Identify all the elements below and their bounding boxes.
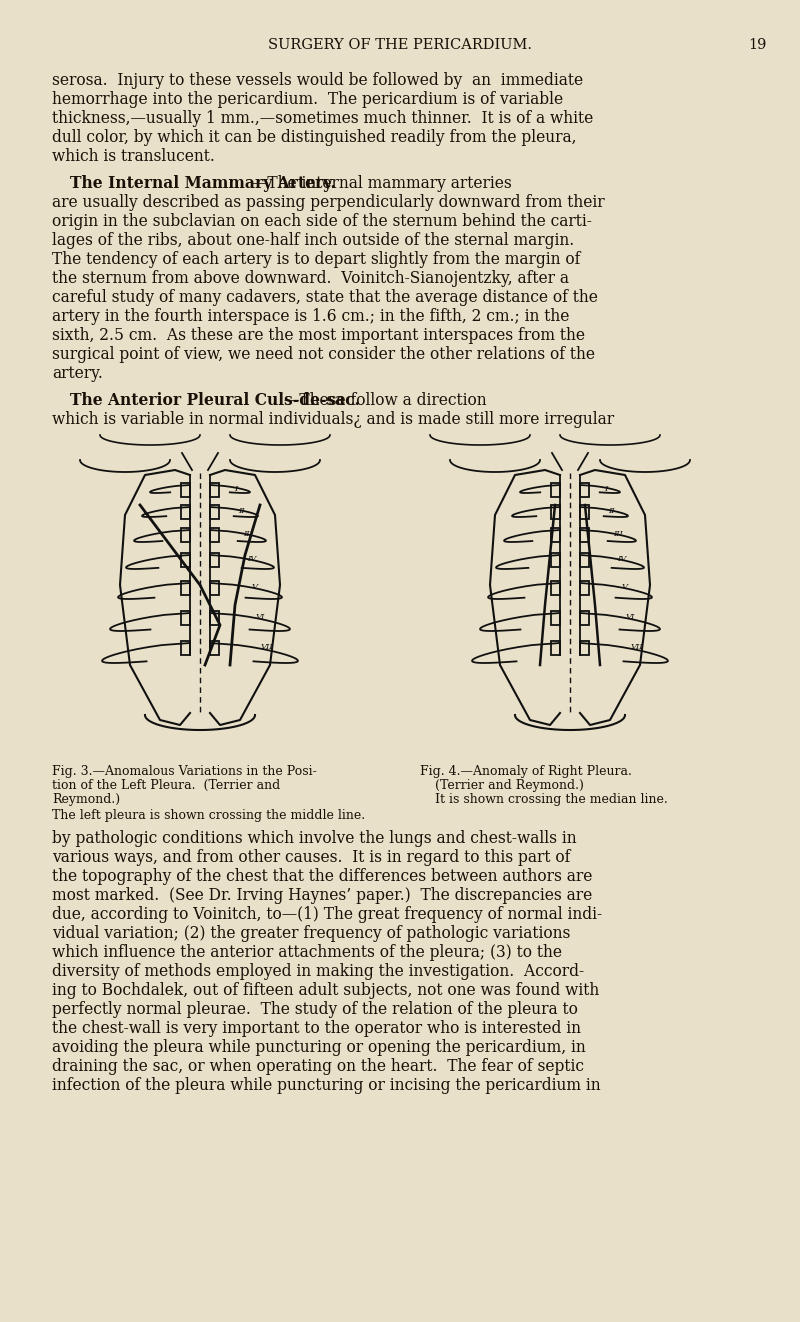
Text: SURGERY OF THE PERICARDIUM.: SURGERY OF THE PERICARDIUM.	[268, 38, 532, 52]
Text: Reymond.): Reymond.)	[52, 793, 120, 806]
Text: VI: VI	[256, 613, 266, 621]
Text: II: II	[238, 508, 245, 516]
Bar	[181, 611, 190, 625]
Bar	[181, 505, 190, 520]
Bar	[551, 641, 560, 654]
Bar	[551, 505, 560, 520]
Text: The left pleura is shown crossing the middle line.: The left pleura is shown crossing the mi…	[52, 809, 365, 822]
Text: careful study of many cadavers, state that the average distance of the: careful study of many cadavers, state th…	[52, 290, 598, 305]
Bar	[181, 553, 190, 567]
Text: diversity of methods employed in making the investigation.  Accord-: diversity of methods employed in making …	[52, 962, 584, 980]
Text: III: III	[243, 530, 253, 538]
Text: I: I	[234, 485, 238, 493]
Text: vidual variation; (2) the greater frequency of pathologic variations: vidual variation; (2) the greater freque…	[52, 925, 570, 943]
Bar	[551, 580, 560, 595]
Text: The Internal Mammary Artery.: The Internal Mammary Artery.	[70, 175, 336, 192]
Bar	[580, 641, 589, 654]
Bar	[210, 580, 219, 595]
Text: II: II	[608, 508, 615, 516]
Text: thickness,—usually 1 mm.,—sometimes much thinner.  It is of a white: thickness,—usually 1 mm.,—sometimes much…	[52, 110, 594, 127]
Bar	[181, 580, 190, 595]
Text: infection of the pleura while puncturing or incising the pericardium in: infection of the pleura while puncturing…	[52, 1077, 601, 1095]
Bar	[210, 505, 219, 520]
Text: serosa.  Injury to these vessels would be followed by  an  immediate: serosa. Injury to these vessels would be…	[52, 71, 583, 89]
Text: the sternum from above downward.  Voinitch-Sianojentzky, after a: the sternum from above downward. Voinitc…	[52, 270, 569, 287]
Text: most marked.  (See Dr. Irving Haynes’ paper.)  The discrepancies are: most marked. (See Dr. Irving Haynes’ pap…	[52, 887, 592, 904]
Bar	[580, 580, 589, 595]
Text: by pathologic conditions which involve the lungs and chest-walls in: by pathologic conditions which involve t…	[52, 830, 577, 847]
Bar	[181, 641, 190, 654]
Bar	[580, 505, 589, 520]
Bar	[580, 553, 589, 567]
Text: various ways, and from other causes.  It is in regard to this part of: various ways, and from other causes. It …	[52, 849, 570, 866]
Text: It is shown crossing the median line.: It is shown crossing the median line.	[435, 793, 668, 806]
Text: VII: VII	[630, 642, 643, 650]
Bar	[551, 483, 560, 497]
Bar	[181, 483, 190, 497]
Text: IV: IV	[618, 555, 626, 563]
Text: due, according to Voinitch, to—(1) The great frequency of normal indi-: due, according to Voinitch, to—(1) The g…	[52, 906, 602, 923]
Text: III: III	[613, 530, 622, 538]
Bar	[551, 527, 560, 542]
Text: the topography of the chest that the differences between authors are: the topography of the chest that the dif…	[52, 869, 592, 884]
Text: The tendency of each artery is to depart slightly from the margin of: The tendency of each artery is to depart…	[52, 251, 580, 268]
Bar	[580, 611, 589, 625]
Bar	[551, 553, 560, 567]
Text: The Anterior Pleural Culs-de-sac.: The Anterior Pleural Culs-de-sac.	[70, 393, 360, 408]
Bar	[181, 527, 190, 542]
Text: avoiding the pleura while puncturing or opening the pericardium, in: avoiding the pleura while puncturing or …	[52, 1039, 586, 1056]
Text: —The internal mammary arteries: —The internal mammary arteries	[252, 175, 512, 192]
Text: surgical point of view, we need not consider the other relations of the: surgical point of view, we need not cons…	[52, 346, 595, 364]
Text: VI: VI	[626, 613, 635, 621]
Bar	[210, 611, 219, 625]
Text: I: I	[604, 485, 607, 493]
Text: —These follow a direction: —These follow a direction	[285, 393, 487, 408]
Text: which is variable in normal individuals¿ and is made still more irregular: which is variable in normal individuals¿…	[52, 411, 614, 428]
Bar	[580, 527, 589, 542]
Text: the chest-wall is very important to the operator who is interested in: the chest-wall is very important to the …	[52, 1021, 581, 1036]
Bar	[551, 611, 560, 625]
Text: which influence the anterior attachments of the pleura; (3) to the: which influence the anterior attachments…	[52, 944, 562, 961]
Text: sixth, 2.5 cm.  As these are the most important interspaces from the: sixth, 2.5 cm. As these are the most imp…	[52, 327, 585, 344]
Bar	[210, 483, 219, 497]
Text: 19: 19	[748, 38, 766, 52]
Bar	[210, 641, 219, 654]
Text: hemorrhage into the pericardium.  The pericardium is of variable: hemorrhage into the pericardium. The per…	[52, 91, 563, 108]
Text: lages of the ribs, about one-half inch outside of the sternal margin.: lages of the ribs, about one-half inch o…	[52, 231, 574, 249]
Bar	[210, 527, 219, 542]
Text: (Terrier and Reymond.): (Terrier and Reymond.)	[435, 779, 584, 792]
Text: ing to Bochdalek, out of fifteen adult subjects, not one was found with: ing to Bochdalek, out of fifteen adult s…	[52, 982, 599, 999]
Text: tion of the Left Pleura.  (Terrier and: tion of the Left Pleura. (Terrier and	[52, 779, 280, 792]
Text: IV: IV	[247, 555, 257, 563]
Text: dull color, by which it can be distinguished readily from the pleura,: dull color, by which it can be distingui…	[52, 130, 577, 145]
Text: VII: VII	[260, 642, 273, 650]
Text: draining the sac, or when operating on the heart.  The fear of septic: draining the sac, or when operating on t…	[52, 1058, 584, 1075]
Text: origin in the subclavian on each side of the sternum behind the carti-: origin in the subclavian on each side of…	[52, 213, 592, 230]
Bar	[580, 483, 589, 497]
Text: artery in the fourth interspace is 1.6 cm.; in the fifth, 2 cm.; in the: artery in the fourth interspace is 1.6 c…	[52, 308, 570, 325]
Text: artery.: artery.	[52, 365, 103, 382]
Text: perfectly normal pleurae.  The study of the relation of the pleura to: perfectly normal pleurae. The study of t…	[52, 1001, 578, 1018]
Text: V: V	[251, 583, 258, 591]
Text: Fig. 4.—Anomaly of Right Pleura.: Fig. 4.—Anomaly of Right Pleura.	[420, 765, 632, 779]
Text: V: V	[622, 583, 628, 591]
Bar	[210, 553, 219, 567]
Text: Fig. 3.—Anomalous Variations in the Posi-: Fig. 3.—Anomalous Variations in the Posi…	[52, 765, 317, 779]
Text: are usually described as passing perpendicularly downward from their: are usually described as passing perpend…	[52, 194, 605, 212]
Text: which is translucent.: which is translucent.	[52, 148, 215, 165]
